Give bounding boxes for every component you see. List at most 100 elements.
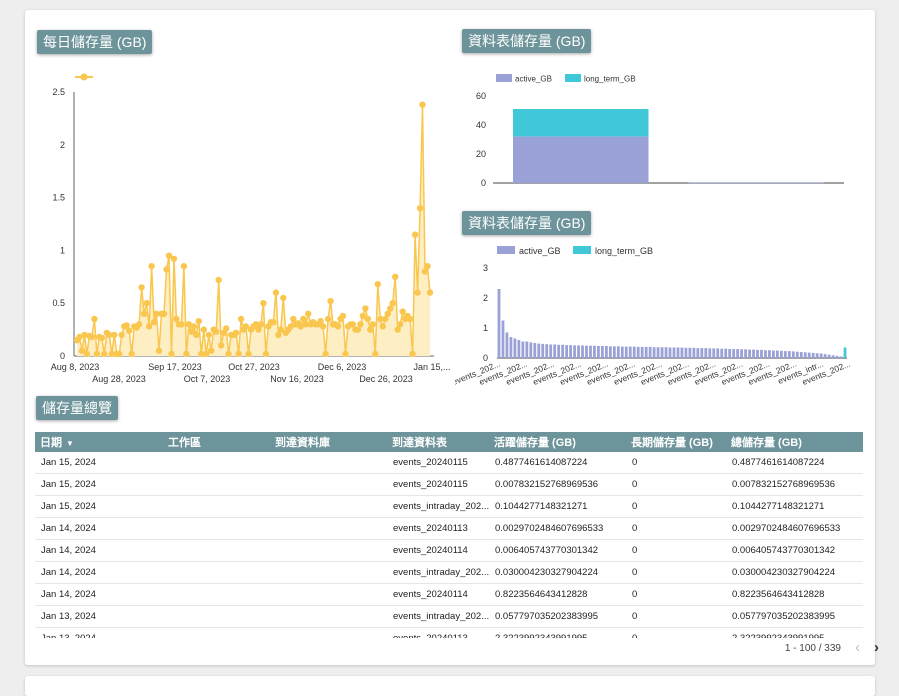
- table-cell: 0.1044277148321271: [489, 495, 626, 518]
- table-cell: [163, 452, 270, 474]
- data-point: [272, 289, 280, 296]
- bar: [601, 346, 604, 358]
- bar: [783, 351, 787, 358]
- table-cell: 0: [626, 452, 726, 474]
- table-row[interactable]: Jan 14, 2024 events_20240113 0.00297024846…: [35, 517, 863, 540]
- table-cell: events_20240114: [387, 539, 489, 562]
- bar: [636, 346, 640, 358]
- bar: [652, 347, 656, 358]
- data-point: [163, 266, 170, 273]
- chart-legend: active_GB long_term_GB: [497, 246, 653, 256]
- bar: [604, 346, 608, 358]
- data-point: [382, 315, 389, 323]
- data-point: [327, 297, 334, 305]
- bar: [541, 343, 545, 358]
- bar: [700, 348, 704, 358]
- x-tick-label: Dec 6, 2023: [318, 362, 367, 372]
- data-point: [411, 231, 419, 238]
- data-point: [302, 321, 309, 328]
- table-cell: 0: [626, 627, 726, 638]
- column-header-database[interactable]: 到達資料庫: [275, 437, 330, 449]
- data-point: [225, 350, 232, 358]
- x-tick-label: Nov 16, 2023: [270, 374, 324, 384]
- data-point: [389, 300, 396, 307]
- data-point: [277, 326, 284, 333]
- bar: [616, 346, 620, 358]
- table-row[interactable]: Jan 14, 2024 events_20240114 0.00640574377…: [35, 539, 863, 562]
- bar: [593, 345, 596, 358]
- table-cell: [163, 473, 270, 496]
- table-row[interactable]: Jan 13, 2024 events_intraday_202... 0.0577…: [35, 605, 863, 628]
- x-tick-label: Dec 26, 2023: [359, 374, 413, 384]
- legend-label: long_term_GB: [595, 246, 653, 256]
- data-point: [180, 263, 188, 270]
- table-cell: [270, 452, 387, 474]
- bar: [521, 341, 525, 358]
- data-point: [300, 315, 307, 323]
- table-row[interactable]: Jan 14, 2024 events_20240114 0.82235646434…: [35, 583, 863, 606]
- chart-plot: [513, 109, 824, 184]
- table-cell: [163, 495, 270, 518]
- data-point: [140, 310, 148, 317]
- table-cell: 0.006405743770301342: [489, 539, 626, 562]
- y-tick-label: 1: [483, 323, 488, 333]
- chevron-right-icon[interactable]: ›: [874, 639, 879, 656]
- bar: [680, 347, 684, 358]
- data-point: [399, 308, 406, 315]
- table-cell: 0.8223564643412828: [489, 583, 626, 606]
- x-tick-label: Sep 17, 2023: [148, 362, 202, 372]
- column-header-table[interactable]: 到達資料表: [392, 437, 447, 449]
- table-storage-chart-2: active_GB long_term_GB 0123events_202...e…: [455, 246, 852, 387]
- table-storage-title-2: 資料表儲存量 (GB): [462, 211, 592, 235]
- bar: [577, 345, 580, 358]
- chevron-left-icon[interactable]: ‹: [855, 639, 860, 656]
- table-cell: 0: [626, 583, 726, 606]
- table-row[interactable]: Jan 15, 2024 events_20240115 0.00783215276…: [35, 473, 863, 496]
- data-point: [143, 300, 150, 307]
- data-point: [394, 326, 401, 333]
- data-point: [145, 323, 153, 330]
- data-point: [317, 318, 324, 325]
- column-header-date[interactable]: 日期 ▼: [40, 437, 74, 449]
- data-point: [349, 321, 357, 328]
- table-cell: events_intraday_202...: [387, 561, 489, 584]
- table-storage-chart: active_GB long_term_GB 0 20 40 60: [476, 74, 844, 188]
- data-point: [213, 328, 220, 335]
- data-point: [76, 333, 83, 341]
- bar: [712, 348, 716, 358]
- bar: [664, 347, 668, 358]
- data-point: [416, 205, 424, 212]
- table-cell: 0.0029702484607696533: [489, 517, 626, 540]
- bar: [597, 346, 600, 358]
- data-point: [255, 326, 262, 333]
- bar: [608, 346, 612, 358]
- data-point: [232, 329, 240, 336]
- table-storage-title: 資料表儲存量 (GB): [462, 29, 592, 53]
- data-point: [364, 315, 372, 323]
- y-tick-label: 0: [483, 353, 488, 363]
- data-point: [372, 350, 379, 358]
- bar: [565, 345, 568, 358]
- column-header-active[interactable]: 活躍儲存量 (GB): [494, 437, 576, 449]
- bar: [827, 354, 831, 358]
- storage-overview-title: 儲存量總覽: [36, 396, 118, 420]
- chart-axes: 0123events_202...events_202...events_202…: [455, 263, 852, 387]
- y-tick-label: 60: [476, 91, 486, 101]
- chart-plot: [73, 101, 434, 358]
- caret-down-icon[interactable]: ▼: [66, 439, 74, 448]
- bar: [620, 346, 624, 358]
- storage-table: 日期 ▼ 工作區 到達資料庫 到達資料表 活躍儲存量 (GB) 長期儲存量 (GB…: [35, 432, 863, 638]
- daily-storage-title: 每日儲存量 (GB): [37, 30, 153, 54]
- table-row[interactable]: Jan 15, 2024 events_20240115 0.48774616140…: [35, 452, 863, 474]
- column-header-total[interactable]: 總儲存量 (GB): [731, 437, 802, 449]
- table-row[interactable]: Jan 13, 2024events_202401132.32239923439…: [35, 627, 863, 638]
- bar: [839, 356, 843, 358]
- y-tick-label: 0: [481, 178, 486, 188]
- y-tick-label: 1: [60, 245, 65, 255]
- table-row[interactable]: Jan 14, 2024 events_intraday_202... 0.0300…: [35, 561, 863, 584]
- table-row[interactable]: Jan 15, 2024 events_intraday_202... 0.1044…: [35, 495, 863, 518]
- column-header-workspace[interactable]: 工作區: [168, 437, 201, 449]
- column-header-long-term[interactable]: 長期儲存量 (GB): [631, 437, 713, 449]
- data-point: [93, 350, 101, 358]
- data-point: [165, 252, 173, 259]
